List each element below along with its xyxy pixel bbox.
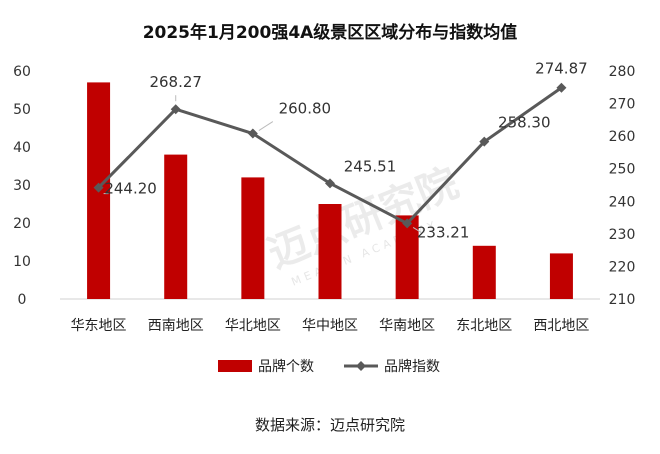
category-label: 东北地区 bbox=[456, 318, 512, 334]
right-tick-label: 220 bbox=[609, 259, 636, 275]
left-tick-label: 10 bbox=[13, 254, 31, 270]
line-point-marker bbox=[556, 82, 567, 93]
bar-series bbox=[87, 82, 573, 300]
data-label: 244.20 bbox=[104, 180, 157, 198]
line-point-marker bbox=[325, 178, 335, 189]
line-point-marker bbox=[479, 136, 490, 147]
left-tick-label: 30 bbox=[13, 178, 31, 194]
line-point-marker bbox=[247, 128, 258, 139]
data-label: 233.21 bbox=[417, 223, 470, 241]
line-point-marker bbox=[170, 104, 181, 115]
label-leader-line bbox=[412, 226, 422, 233]
category-label: 西北地区 bbox=[533, 318, 589, 334]
right-tick-label: 270 bbox=[609, 97, 636, 113]
data-label: 258.30 bbox=[498, 114, 551, 132]
data-label: 268.27 bbox=[149, 73, 202, 91]
category-axis: 华东地区 西南地区 华北地区 华中地区 华南地区 东北地区 西北地区 bbox=[71, 318, 590, 334]
left-tick-label: 0 bbox=[18, 292, 27, 308]
right-tick-label: 230 bbox=[609, 227, 636, 243]
data-label: 274.87 bbox=[535, 60, 588, 78]
bar bbox=[318, 204, 342, 299]
line-point-marker bbox=[402, 218, 413, 229]
right-tick-label: 260 bbox=[609, 129, 636, 145]
line-point-marker bbox=[93, 182, 104, 193]
legend-label-line: 品牌指数 bbox=[384, 358, 440, 375]
chart-title: 2025年1月200强4A级景区区域分布与指数均值 bbox=[143, 22, 518, 43]
legend: 品牌个数 品牌指数 bbox=[218, 358, 440, 375]
category-label: 西南地区 bbox=[148, 318, 204, 334]
category-label: 华中地区 bbox=[302, 318, 358, 334]
right-tick-label: 280 bbox=[609, 64, 636, 80]
label-leader-line bbox=[258, 121, 274, 131]
left-tick-label: 40 bbox=[13, 140, 31, 156]
bar bbox=[395, 215, 419, 299]
bar bbox=[472, 245, 496, 299]
line-series: 244.20 268.27 260.80 245.51 233.21 258.30 274.… bbox=[93, 60, 588, 241]
bar bbox=[549, 253, 573, 299]
legend-marker-line bbox=[356, 361, 366, 371]
left-axis: 0 10 20 30 40 50 60 bbox=[13, 64, 31, 308]
data-label: 260.80 bbox=[279, 100, 332, 118]
category-label: 华南地区 bbox=[379, 318, 435, 334]
source-note: 数据来源：迈点研究院 bbox=[255, 416, 405, 434]
legend-label-bar: 品牌个数 bbox=[258, 358, 314, 375]
bar bbox=[241, 177, 265, 299]
right-axis: 210 220 230 240 250 260 270 280 bbox=[609, 64, 636, 308]
right-tick-label: 240 bbox=[609, 194, 636, 210]
data-label: 245.51 bbox=[344, 157, 397, 175]
category-label: 华东地区 bbox=[71, 318, 127, 334]
right-tick-label: 250 bbox=[609, 162, 636, 178]
category-label: 华北地区 bbox=[225, 318, 281, 334]
bar bbox=[164, 154, 188, 299]
right-tick-label: 210 bbox=[609, 292, 636, 308]
left-tick-label: 50 bbox=[13, 102, 31, 118]
legend-swatch-bar bbox=[218, 360, 252, 372]
left-tick-label: 20 bbox=[13, 216, 31, 232]
left-tick-label: 60 bbox=[13, 64, 31, 80]
